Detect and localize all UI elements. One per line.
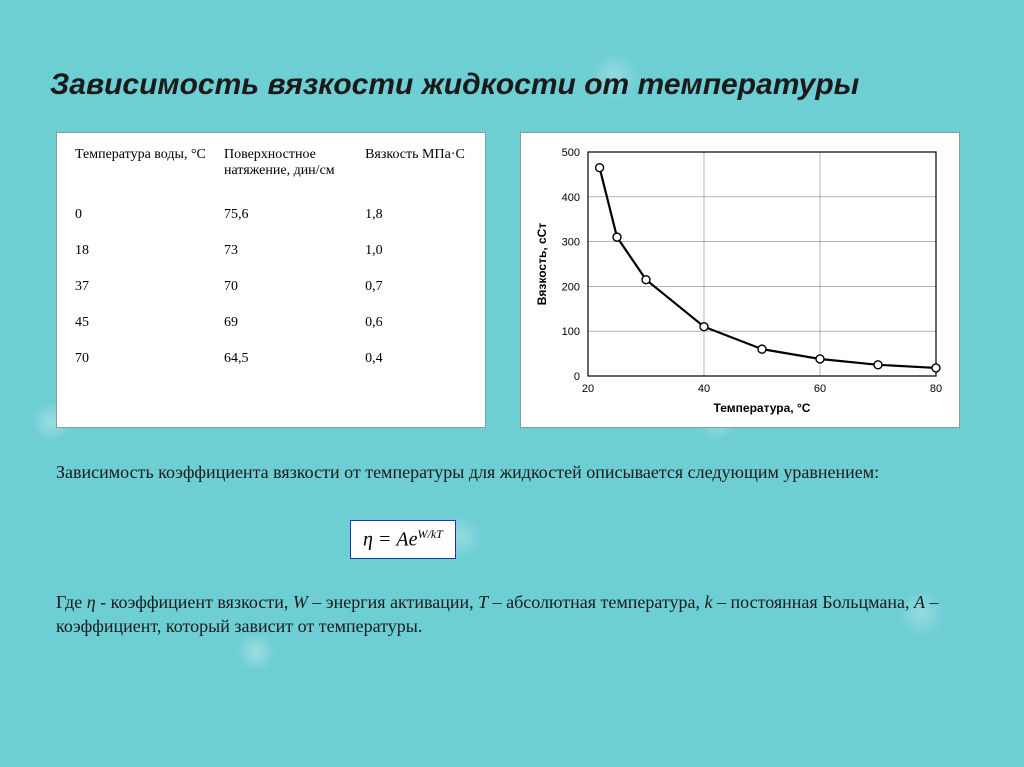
svg-text:500: 500 [562, 147, 580, 159]
data-table: Температура воды, °CПоверхностное натяже… [56, 132, 486, 428]
svg-text:20: 20 [582, 383, 594, 395]
slide-title: Зависимость вязкости жидкости от темпера… [50, 68, 859, 102]
table-cell: 70 [75, 341, 224, 377]
table-cell: 73 [224, 233, 365, 269]
table-header: Поверхностное натяжение, дин/см [224, 147, 365, 197]
svg-text:80: 80 [930, 383, 942, 395]
svg-text:200: 200 [562, 281, 580, 293]
table-row: 7064,50,4 [75, 341, 467, 377]
table-cell: 0 [75, 197, 224, 233]
table-cell: 0,4 [365, 341, 467, 377]
table-cell: 0,6 [365, 305, 467, 341]
svg-text:Вязкость, сСт: Вязкость, сСт [535, 223, 549, 306]
equation-box: η = AeW/kT [350, 520, 456, 559]
equation-intro-text: Зависимость коэффициента вязкости от тем… [56, 460, 926, 484]
table-cell: 75,6 [224, 197, 365, 233]
table-cell: 1,0 [365, 233, 467, 269]
table-header: Вязкость МПа·С [365, 147, 467, 197]
svg-text:400: 400 [562, 192, 580, 204]
table-cell: 69 [224, 305, 365, 341]
table-cell: 18 [75, 233, 224, 269]
svg-text:60: 60 [814, 383, 826, 395]
table-cell: 45 [75, 305, 224, 341]
table-row: 37700,7 [75, 269, 467, 305]
svg-text:100: 100 [562, 326, 580, 338]
table-row: 075,61,8 [75, 197, 467, 233]
svg-text:Температура, °С: Температура, °С [714, 401, 811, 415]
table-row: 45690,6 [75, 305, 467, 341]
table-cell: 70 [224, 269, 365, 305]
table-cell: 1,8 [365, 197, 467, 233]
table-header: Температура воды, °C [75, 147, 224, 197]
table-cell: 64,5 [224, 341, 365, 377]
svg-text:40: 40 [698, 383, 710, 395]
svg-text:0: 0 [574, 371, 580, 383]
legend-text: Где η - коэффициент вязкости, W – энерги… [56, 590, 956, 639]
table-cell: 37 [75, 269, 224, 305]
table-row: 18731,0 [75, 233, 467, 269]
viscosity-chart: 20 40 60 80 0 100 200 300 400 500 Температура, °С В… [520, 132, 960, 428]
svg-text:300: 300 [562, 237, 580, 249]
table-cell: 0,7 [365, 269, 467, 305]
